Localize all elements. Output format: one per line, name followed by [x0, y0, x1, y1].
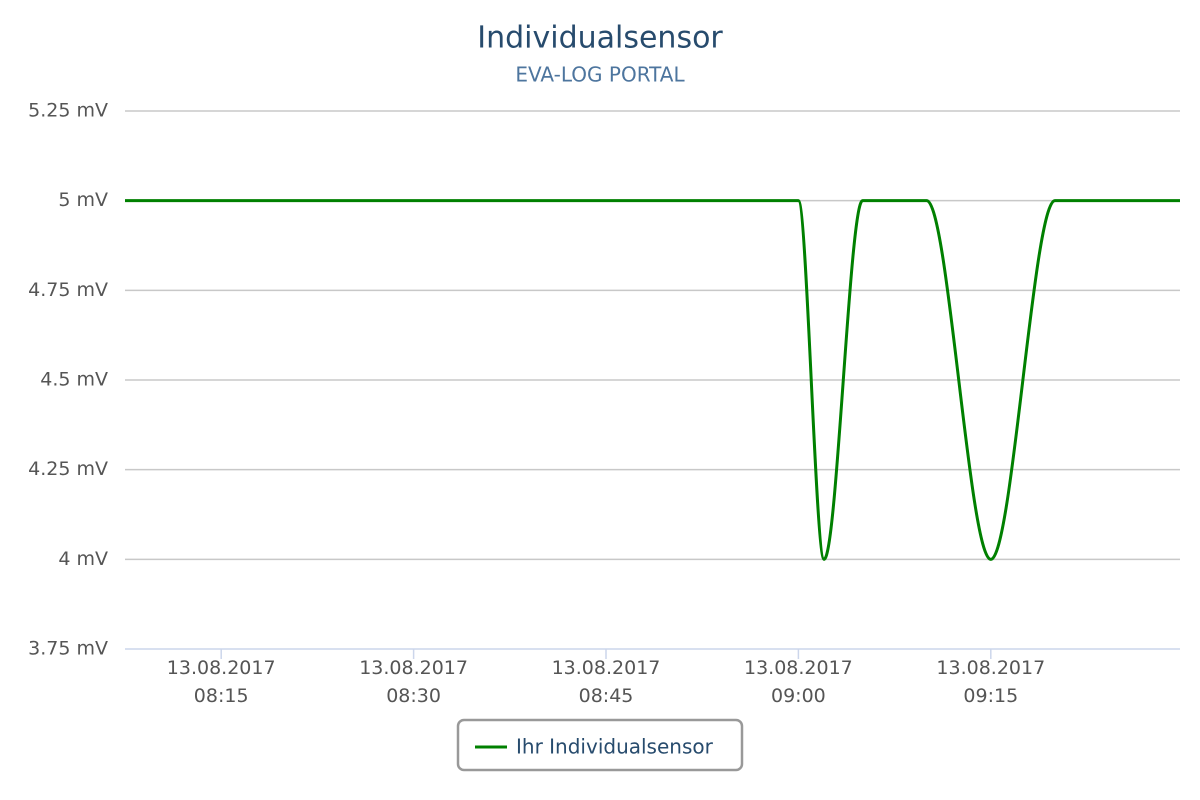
x-tick-label: 13.08.2017 08:45: [551, 657, 661, 707]
data-line: [125, 199, 1181, 561]
y-tick-label: 5.25 mV: [28, 100, 108, 122]
x-tick-label: 13.08.2017 08:30: [359, 657, 468, 707]
legend-box: [456, 718, 744, 772]
y-tick-label: 3.75 mV: [28, 638, 108, 660]
x-tick-label: 13.08.2017 09:15: [936, 657, 1046, 707]
y-tick-label: 4.25 mV: [28, 458, 108, 480]
y-tick-label: 4.75 mV: [28, 279, 108, 301]
legend: Ihr Individualsensor: [456, 718, 744, 772]
chart-title: Individualsensor: [477, 21, 723, 56]
x-tick-label: 13.08.2017 08:15: [166, 657, 276, 707]
y-tick-label: 5 mV: [58, 189, 108, 211]
chart-subtitle: EVA-LOG PORTAL: [515, 63, 685, 87]
y-tick-label: 4 mV: [58, 548, 108, 570]
legend-label: Ihr Individualsensor: [516, 735, 714, 759]
x-tick-label: 13.08.2017 09:00: [743, 657, 853, 707]
y-tick-label: 4.5 mV: [40, 369, 108, 391]
